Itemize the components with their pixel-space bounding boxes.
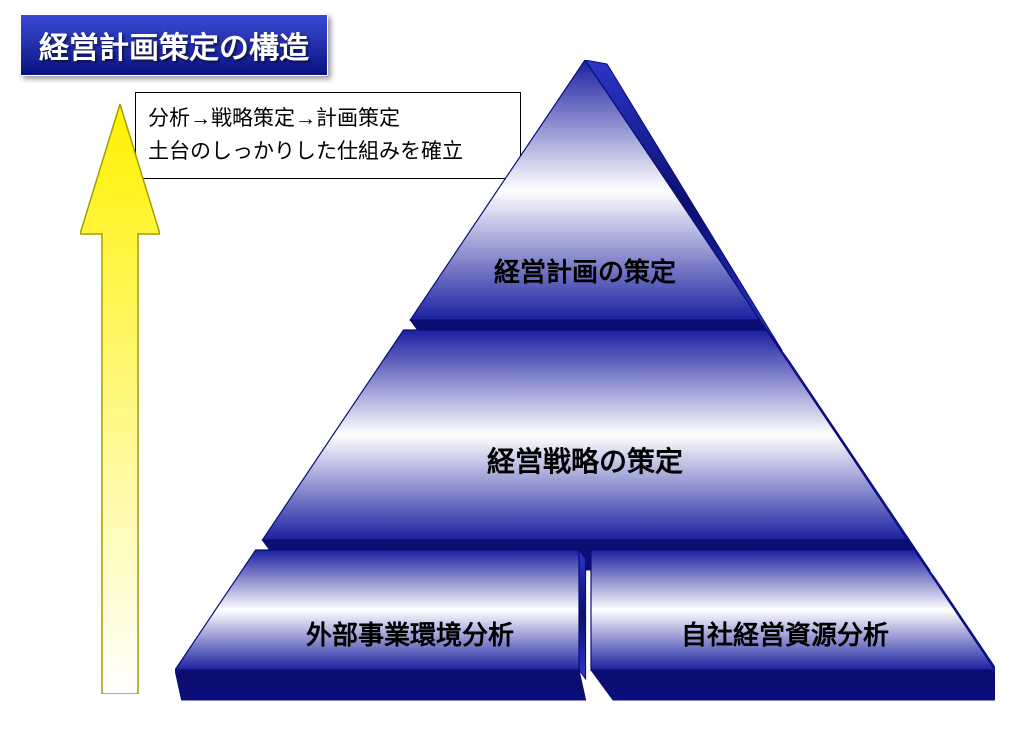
pyramid-diagram: 経営計画の策定 経営戦略の策定 外部事業環境分析 自社経営資源分析 bbox=[175, 60, 995, 720]
pyramid-layer-bottom-right-label: 自社経営資源分析 bbox=[590, 615, 980, 652]
pyramid-mid-face bbox=[262, 330, 907, 540]
pyramid-layer-middle-label: 経営戦略の策定 bbox=[175, 440, 995, 480]
pyramid-br-face bbox=[591, 550, 995, 670]
pyramid-bl-bottom bbox=[175, 670, 586, 700]
up-arrow-shape bbox=[80, 104, 160, 694]
pyramid-bl-face bbox=[175, 550, 579, 670]
pyramid-layer-bottom-left-label: 外部事業環境分析 bbox=[215, 615, 605, 652]
pyramid-layer-top-label: 経営計画の策定 bbox=[175, 252, 995, 289]
pyramid-br-bottom bbox=[591, 670, 995, 700]
up-arrow bbox=[80, 104, 160, 694]
